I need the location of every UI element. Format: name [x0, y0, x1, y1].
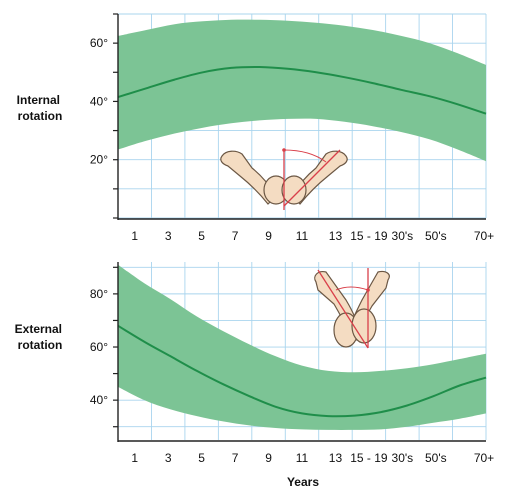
x-tick-label: 5 — [198, 229, 205, 243]
x-tick-label: 11 — [296, 451, 309, 465]
y-axis-label-line-1: Internal — [17, 93, 60, 107]
x-tick-label: 50's — [425, 229, 447, 243]
x-tick-label: 1 — [131, 451, 138, 465]
mean-curve — [117, 324, 487, 418]
y-axis-label: External rotation — [15, 322, 66, 352]
y-axis-label-line-2: rotation — [18, 109, 63, 123]
internal-rotation-chart: 20°40°60° 1 3 5 7 9 11 13 15 - 19 30's 50's 70+ In… — [17, 13, 494, 243]
x-tick-label: 9 — [265, 229, 272, 243]
x-axis-title: Years — [287, 475, 319, 489]
external-rotation-chart: 40°60°80° 1 3 5 7 9 11 13 15 - 19 30's 50's 70+ Ex… — [15, 262, 494, 489]
normal-range-band — [118, 19, 486, 162]
x-tick-label: 15 - 19 — [350, 229, 388, 243]
x-tick-label: 5 — [198, 451, 205, 465]
y-axis-label-line-2: rotation — [18, 338, 63, 352]
x-tick-label: 15 - 19 — [350, 451, 388, 465]
x-tick-label: 70+ — [474, 451, 494, 465]
x-tick-label: 1 — [131, 229, 138, 243]
x-tick-label: 13 — [329, 229, 343, 243]
x-tick-label: 7 — [232, 229, 239, 243]
x-tick-label: 9 — [265, 451, 272, 465]
x-tick-label: 30's — [392, 229, 414, 243]
x-tick-label: 3 — [165, 451, 172, 465]
external-rotation-illustration-icon — [314, 268, 390, 349]
y-tick-label: 60° — [90, 340, 108, 354]
y-axis-label-line-1: External — [15, 322, 62, 336]
x-tick-labels: 1 3 5 7 9 11 13 15 - 19 30's 50's 70+ — [131, 451, 494, 465]
y-tick-labels: 20° 40° 60° — [90, 36, 108, 167]
x-tick-label: 7 — [232, 451, 239, 465]
y-tick-labels: 40° 60° 80° — [90, 287, 108, 407]
y-tick-label: 40° — [90, 393, 108, 407]
internal-rotation-illustration-icon — [220, 148, 348, 210]
normal-range-band — [118, 264, 486, 430]
y-axis-label: Internal rotation — [17, 93, 64, 123]
y-tick-label: 60° — [90, 36, 108, 50]
plot-axes — [113, 262, 486, 442]
x-tick-label: 13 — [329, 451, 343, 465]
mean-curve — [117, 65, 487, 115]
x-tick-label: 50's — [425, 451, 447, 465]
x-tick-labels: 1 3 5 7 9 11 13 15 - 19 30's 50's 70+ — [131, 229, 494, 243]
x-tick-label: 3 — [165, 229, 172, 243]
y-tick-label: 40° — [90, 94, 108, 108]
y-tick-label: 80° — [90, 287, 108, 301]
plot-axes — [113, 13, 486, 220]
x-tick-label: 30's — [392, 451, 414, 465]
x-tick-label: 11 — [296, 229, 309, 243]
y-tick-label: 20° — [90, 153, 108, 167]
x-tick-label: 70+ — [474, 229, 494, 243]
